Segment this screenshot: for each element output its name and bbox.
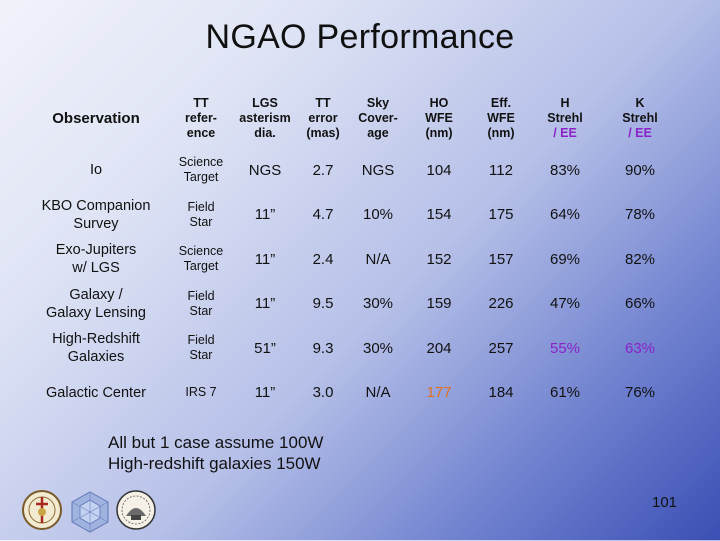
- table-row: KBO Companion Survey Field Star 11” 4.7 10…: [22, 193, 682, 238]
- footnote-line: All but 1 case assume 100W: [108, 433, 324, 452]
- header-tt-error: TT error (mas): [306, 95, 340, 140]
- cell-tt-reference: Science Target: [178, 244, 224, 274]
- header-lgs-asterism: LGS asterism dia.: [239, 95, 291, 140]
- cell-observation: Io: [89, 162, 103, 179]
- cell-k-strehl: 63%: [624, 339, 656, 357]
- header-observation: Observation: [52, 109, 140, 127]
- cell-eff-wfe: 257: [488, 339, 514, 357]
- slide-title: NGAO Performance: [205, 18, 515, 56]
- cell-tt-error: 2.4: [312, 250, 334, 268]
- performance-table: Observation TT refer-ence LGS asterism dia.…: [22, 88, 682, 415]
- cell-h-strehl: 83%: [549, 161, 581, 179]
- cell-h-strehl: 61%: [549, 384, 581, 402]
- header-ho-wfe: HO WFE (nm): [425, 95, 453, 140]
- cell-observation: KBO Companion Survey: [41, 197, 151, 232]
- university-seal-icon: [22, 490, 62, 530]
- cell-sky-coverage: N/A: [365, 250, 391, 268]
- cell-ho-wfe: 159: [426, 295, 452, 313]
- cell-sky-coverage: N/A: [365, 384, 391, 402]
- cell-lgs-asterism: 11”: [254, 295, 276, 313]
- cell-tt-reference: Field Star: [187, 199, 215, 229]
- cell-ho-wfe: 204: [426, 339, 452, 357]
- cell-ho-wfe: 152: [426, 250, 452, 268]
- cell-tt-reference: Field Star: [187, 333, 215, 363]
- header-tt-reference: TT refer-ence: [185, 95, 217, 140]
- observatory-seal-icon: [116, 490, 156, 530]
- table-row: Galactic Center IRS 7 11” 3.0 N/A 177 18…: [22, 371, 682, 416]
- table-row: Galaxy / Galaxy Lensing Field Star 11” 9.5…: [22, 282, 682, 327]
- cell-tt-reference: Science Target: [178, 155, 224, 185]
- header-h-strehl: H Strehl / EE: [547, 95, 583, 140]
- performance-table-container: Observation TT refer-ence LGS asterism dia.…: [22, 88, 682, 415]
- cell-h-strehl: 55%: [549, 339, 581, 357]
- cell-observation: High-Redshift Galaxies: [52, 331, 140, 366]
- page-number: 101: [652, 494, 678, 511]
- cell-h-strehl: 47%: [549, 295, 581, 313]
- cell-tt-reference: Field Star: [187, 288, 215, 318]
- cell-observation: Exo-Jupiters w/ LGS: [55, 242, 137, 277]
- cell-lgs-asterism: 11”: [254, 250, 276, 268]
- footnote-line: High-redshift galaxies 150W: [108, 454, 321, 473]
- cell-observation: Galaxy / Galaxy Lensing: [46, 286, 146, 321]
- cell-sky-coverage: NGS: [361, 161, 395, 179]
- cell-k-strehl: 78%: [624, 206, 656, 224]
- cell-h-strehl: 69%: [549, 250, 581, 268]
- cell-tt-error: 2.7: [312, 161, 334, 179]
- cell-h-strehl: 64%: [549, 206, 581, 224]
- cell-lgs-asterism: 51”: [254, 339, 276, 357]
- cell-tt-error: 9.3: [312, 339, 334, 357]
- table-header-row: Observation TT refer-ence LGS asterism dia.…: [22, 88, 682, 148]
- table-row: Exo-Jupiters w/ LGS Science Target 11” 2.4…: [22, 237, 682, 282]
- header-eff-wfe: Eff. WFE (nm): [487, 95, 515, 140]
- cell-sky-coverage: 30%: [362, 295, 394, 313]
- cell-k-strehl: 66%: [624, 295, 656, 313]
- cell-ho-wfe: 104: [426, 161, 452, 179]
- footnote: All but 1 case assume 100W High-redshift…: [108, 432, 323, 474]
- cell-tt-reference: IRS 7: [185, 385, 217, 400]
- header-sky-coverage: Sky Cover-age: [358, 95, 398, 140]
- cell-eff-wfe: 175: [488, 206, 514, 224]
- cell-lgs-asterism: 11”: [254, 206, 276, 224]
- segmented-mirror-icon: [71, 491, 109, 533]
- cell-eff-wfe: 226: [488, 295, 514, 313]
- table-row: High-Redshift Galaxies Field Star 51” 9.3 …: [22, 326, 682, 371]
- cell-eff-wfe: 112: [489, 161, 513, 179]
- cell-ho-wfe: 154: [426, 206, 452, 224]
- cell-eff-wfe: 157: [488, 250, 514, 268]
- cell-lgs-asterism: NGS: [248, 161, 282, 179]
- cell-tt-error: 4.7: [312, 206, 334, 224]
- cell-eff-wfe: 184: [488, 384, 514, 402]
- cell-lgs-asterism: 11”: [254, 384, 276, 402]
- cell-sky-coverage: 10%: [362, 206, 394, 224]
- cell-sky-coverage: 30%: [362, 339, 394, 357]
- table-row: Io Science Target NGS 2.7 NGS 104 112 83%…: [22, 148, 682, 193]
- cell-k-strehl: 76%: [624, 384, 656, 402]
- cell-k-strehl: 82%: [624, 250, 656, 268]
- logo-strip: [20, 482, 160, 536]
- cell-tt-error: 9.5: [312, 295, 334, 313]
- cell-k-strehl: 90%: [624, 161, 656, 179]
- cell-observation: Galactic Center: [46, 384, 146, 401]
- cell-tt-error: 3.0: [312, 384, 334, 402]
- cell-ho-wfe: 177: [426, 384, 452, 402]
- header-k-strehl: K Strehl / EE: [622, 95, 658, 140]
